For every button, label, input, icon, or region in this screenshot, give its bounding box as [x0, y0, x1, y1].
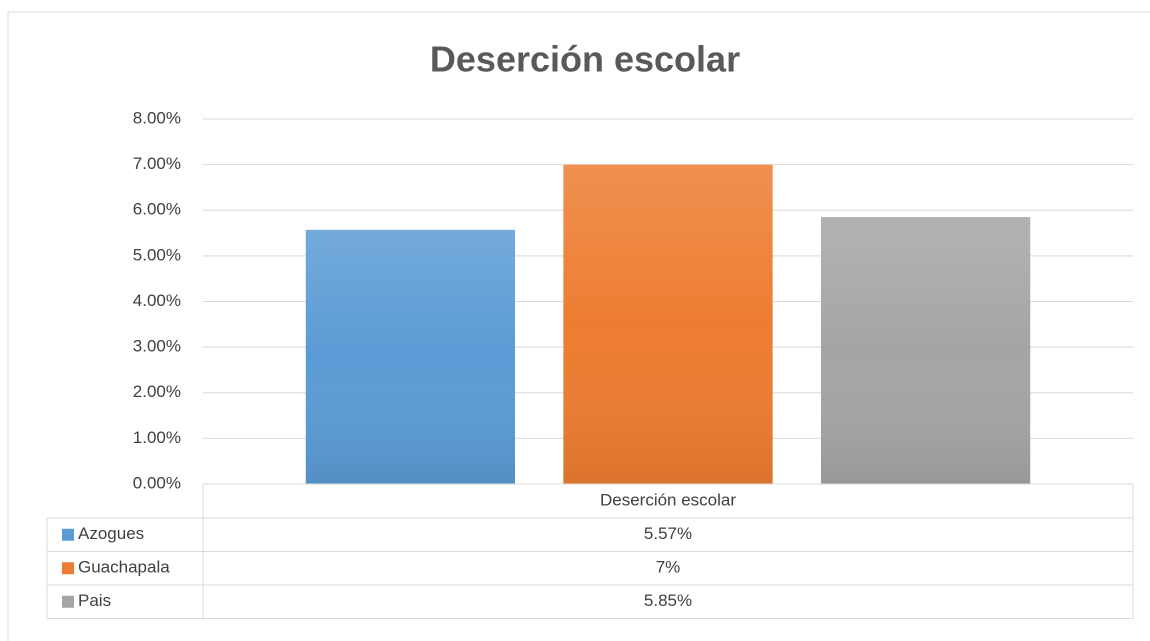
legend-key [62, 528, 74, 541]
chart-title: Deserción escolar [430, 39, 740, 80]
y-tick-label: 1.00% [133, 428, 181, 447]
data-label: 5.85% [644, 591, 692, 610]
bar [563, 164, 773, 484]
legend-key [62, 595, 74, 608]
legend-label: Azogues [78, 524, 144, 543]
legend-key [62, 562, 74, 575]
y-tick-label: 5.00% [133, 245, 181, 264]
data-label: 5.57% [644, 524, 692, 543]
y-tick-label: 8.00% [133, 108, 181, 127]
y-tick-label: 7.00% [133, 154, 181, 173]
legend-label: Guachapala [78, 558, 170, 577]
y-tick-label: 2.00% [133, 382, 181, 401]
bar [820, 217, 1031, 484]
legend-label: Pais [78, 591, 111, 610]
y-tick-label: 6.00% [133, 200, 181, 219]
x-tick-label: Deserción escolar [600, 490, 736, 509]
y-tick-label: 3.00% [133, 337, 181, 356]
data-label: 7% [656, 558, 681, 577]
bar [305, 229, 516, 484]
y-tick-label: 4.00% [133, 291, 181, 310]
y-tick-label: 0.00% [133, 473, 181, 492]
